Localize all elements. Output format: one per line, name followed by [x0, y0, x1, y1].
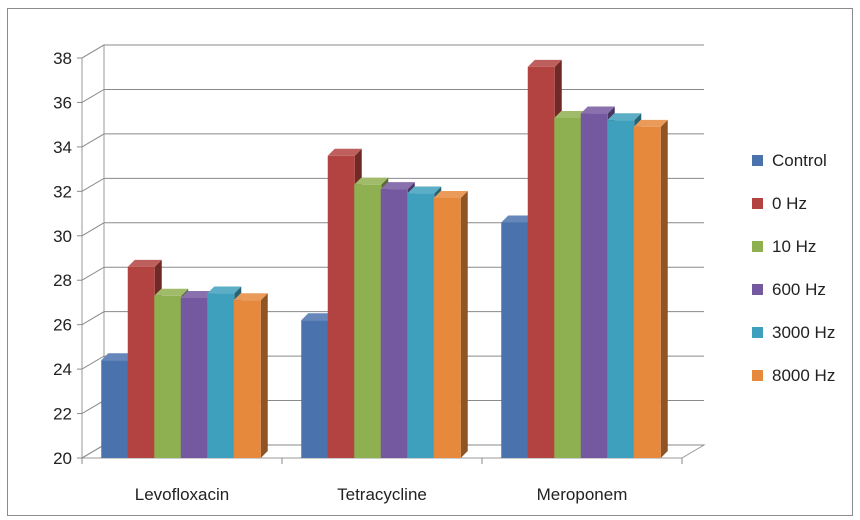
- x-category-label: Levofloxacin: [135, 485, 230, 504]
- legend-label: 10 Hz: [772, 237, 816, 256]
- gridline: [81, 88, 704, 103]
- y-tick-label: 32: [53, 182, 72, 201]
- legend-swatch: [752, 284, 763, 295]
- x-category-label: Tetracycline: [337, 485, 427, 504]
- legend-swatch: [752, 155, 763, 166]
- y-axis-ticks: 20 22 24 26 28 30 32 34 36 38: [53, 49, 82, 468]
- legend-label: 8000 Hz: [772, 366, 835, 385]
- y-tick-label: 24: [53, 360, 72, 379]
- legend: Control 0 Hz 10 Hz 600 Hz 3000 Hz 8000 Hz: [752, 151, 835, 385]
- legend-label: 600 Hz: [772, 280, 826, 299]
- bar: [633, 119, 668, 458]
- y-tick-label: 30: [53, 227, 72, 246]
- legend-label: 3000 Hz: [772, 323, 835, 342]
- legend-swatch: [752, 370, 763, 381]
- bar: [433, 191, 468, 458]
- y-tick-label: 36: [53, 93, 72, 112]
- y-tick-label: 34: [53, 138, 72, 157]
- legend-label: 0 Hz: [772, 194, 807, 213]
- gridline: [81, 177, 704, 192]
- gridline: [81, 133, 704, 148]
- y-tick-label: 20: [53, 449, 72, 468]
- y-tick-label: 22: [53, 405, 72, 424]
- gridline: [81, 44, 704, 59]
- y-tick-label: 26: [53, 316, 72, 335]
- bars: [101, 59, 668, 459]
- legend-swatch: [752, 241, 763, 252]
- legend-label: Control: [772, 151, 827, 170]
- bar: [233, 293, 268, 458]
- y-tick-label: 38: [53, 49, 72, 68]
- x-axis: Levofloxacin Tetracycline Meroponem: [81, 458, 683, 504]
- y-tick-label: 28: [53, 271, 72, 290]
- x-category-label: Meroponem: [537, 485, 628, 504]
- legend-swatch: [752, 198, 763, 209]
- side-wall: [81, 44, 105, 459]
- legend-swatch: [752, 327, 763, 338]
